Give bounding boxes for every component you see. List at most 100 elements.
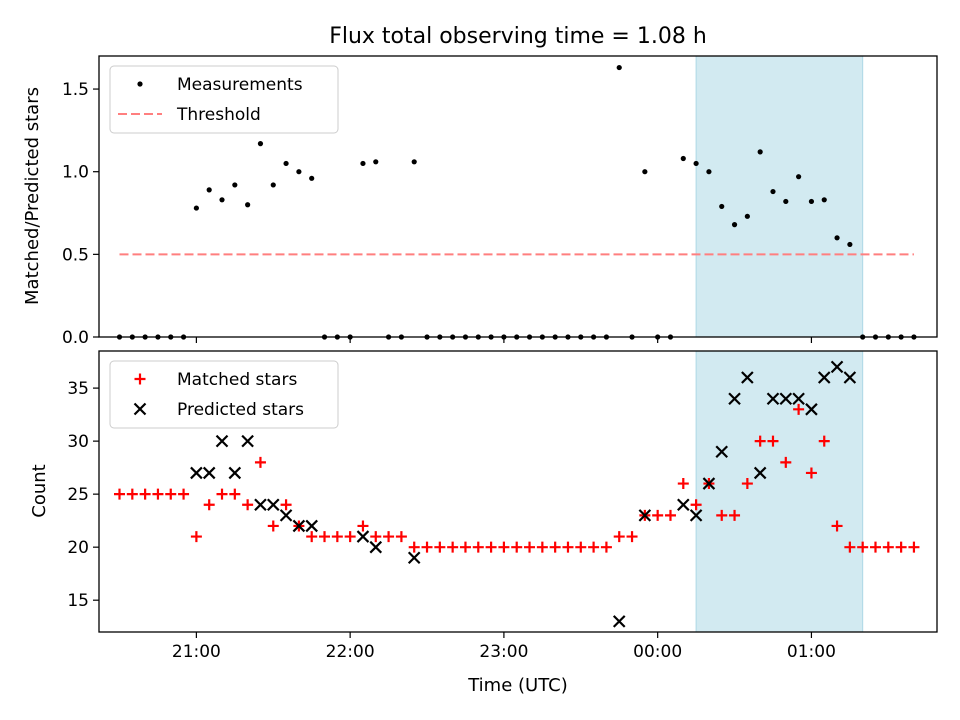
- matched-point: [664, 509, 676, 521]
- predicted-point: [779, 392, 793, 405]
- measurement-point: [783, 198, 789, 205]
- matched-point: [459, 541, 471, 553]
- y-tick-label: 15: [67, 591, 89, 611]
- matched-point: [126, 488, 138, 500]
- chart-title: Flux total observing time = 1.08 h: [329, 24, 707, 49]
- top-ylabel: Matched/Predicted stars: [22, 87, 43, 305]
- y-tick-label: 25: [67, 485, 89, 505]
- matched-point: [716, 509, 728, 521]
- legend-label: Measurements: [177, 75, 303, 95]
- measurement-point: [309, 175, 315, 181]
- predicted-point: [638, 509, 652, 522]
- top-panel: 0.0 0.5 1.0 1.5 Measurements Threshold: [62, 55, 938, 348]
- predicted-point: [792, 392, 805, 405]
- legend-marker-dot: [137, 81, 143, 87]
- matched-point: [818, 435, 830, 447]
- matched-point: [216, 488, 228, 500]
- measurement-point: [847, 241, 853, 248]
- predicted-point: [689, 509, 703, 522]
- matched-point: [511, 541, 523, 553]
- matched-point: [344, 531, 356, 543]
- measurement-point: [257, 141, 264, 147]
- measurement-point: [834, 235, 840, 241]
- matched-point: [767, 435, 779, 447]
- x-tick-label: 01:00: [787, 642, 836, 662]
- matched-point: [908, 541, 920, 553]
- series-predicted-stars: [190, 360, 857, 628]
- measurement-point: [706, 169, 712, 175]
- measurement-point: [360, 160, 366, 167]
- measurement-point: [731, 222, 738, 228]
- predicted-point: [292, 519, 306, 533]
- matched-point: [472, 541, 484, 553]
- matched-point: [331, 531, 343, 543]
- matched-point: [114, 488, 126, 500]
- measurement-point: [642, 169, 648, 175]
- predicted-point: [215, 434, 229, 448]
- matched-point: [190, 531, 202, 543]
- measurement-point: [744, 213, 750, 219]
- predicted-point: [254, 498, 267, 512]
- y-tick-label: 20: [67, 538, 89, 558]
- y-tick-label: 0.0: [62, 328, 89, 348]
- matched-point: [549, 541, 561, 553]
- measurement-point: [770, 188, 776, 195]
- matched-point: [254, 456, 266, 468]
- matched-point: [882, 541, 894, 553]
- matched-point: [562, 541, 574, 553]
- matched-point: [178, 488, 190, 500]
- matched-point: [139, 488, 151, 500]
- measurement-point: [373, 159, 379, 165]
- y-tick-label: 1.5: [62, 80, 89, 100]
- predicted-point: [407, 551, 421, 565]
- measurement-point: [680, 155, 686, 162]
- legend-marker-x: [133, 402, 147, 416]
- matched-point: [805, 467, 817, 479]
- matched-point: [857, 541, 869, 553]
- measurement-point: [270, 182, 276, 188]
- bottom-ylabel: Count: [29, 464, 50, 517]
- predicted-point: [228, 466, 242, 480]
- measurement-point: [193, 205, 199, 211]
- matched-point: [729, 509, 741, 521]
- legend-box: [109, 360, 339, 429]
- predicted-point: [266, 498, 280, 512]
- predicted-point: [843, 371, 857, 384]
- measurement-point: [245, 202, 251, 208]
- x-axis-label: Time (UTC): [467, 675, 568, 696]
- matched-point: [383, 531, 395, 543]
- measurement-point: [796, 174, 802, 180]
- y-tick-label: 0.5: [62, 245, 89, 265]
- measurement-point: [296, 169, 302, 175]
- matched-point: [267, 520, 279, 532]
- matched-point: [844, 541, 856, 553]
- predicted-point: [715, 445, 729, 459]
- x-tick-label: 23:00: [479, 642, 528, 662]
- matched-point: [677, 478, 689, 490]
- matched-point: [395, 531, 407, 543]
- predicted-point: [369, 540, 383, 554]
- matched-point: [152, 488, 164, 500]
- matched-point: [434, 541, 446, 553]
- matched-point: [536, 541, 548, 553]
- matched-point: [626, 531, 638, 543]
- predicted-point: [677, 498, 690, 512]
- y-tick-label: 30: [67, 432, 89, 452]
- matched-point: [780, 456, 792, 468]
- matched-point: [370, 531, 382, 543]
- legend-marker-plus: [134, 373, 146, 385]
- measurement-point: [206, 187, 212, 193]
- measurement-point: [283, 160, 289, 167]
- predicted-point: [741, 371, 754, 384]
- legend: Matched stars Predicted stars: [109, 360, 339, 429]
- matched-point: [203, 499, 215, 511]
- measurement-point: [232, 182, 238, 188]
- legend: Measurements Threshold: [109, 65, 339, 134]
- measurement-point: [808, 198, 815, 205]
- predicted-point: [766, 392, 780, 405]
- matched-point: [652, 509, 664, 521]
- y-tick-label: 35: [67, 379, 89, 399]
- matched-point: [600, 541, 612, 553]
- x-tick-label: 22:00: [326, 642, 375, 662]
- axes-frame: [98, 350, 938, 633]
